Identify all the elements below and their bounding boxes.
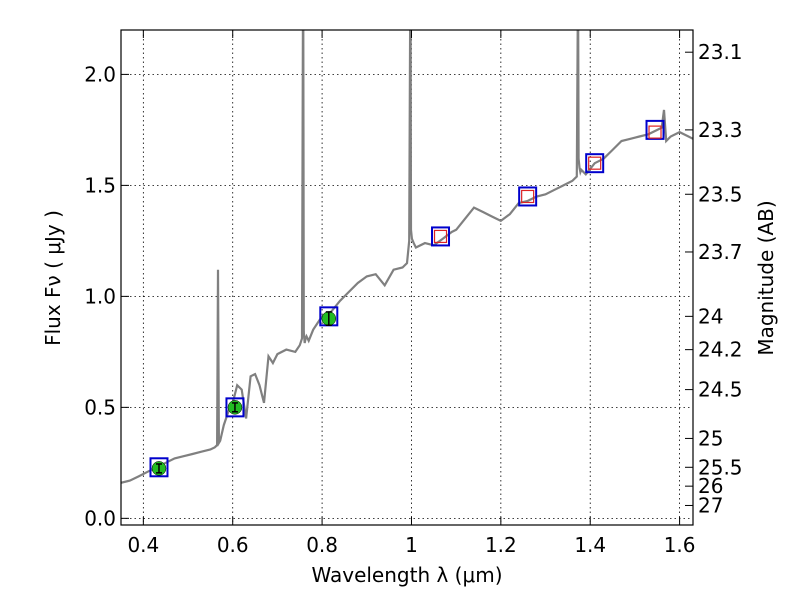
x-tick-label: 1: [405, 533, 418, 557]
spectrum-line: [121, 30, 693, 484]
x-axis-label: Wavelength λ (μm): [311, 563, 502, 587]
y-right-axis-label: Magnitude (AB): [754, 200, 778, 355]
y-tick-label: 0.5: [84, 395, 116, 419]
magnitude-tick-label: 23.3: [698, 118, 743, 142]
y-tick-label: 0.0: [84, 506, 116, 530]
plot-content: [121, 30, 693, 484]
tick-labels: 0.4 0.6 0.8 1 1.2 1.4 1.6 0.0 0.5 1.0 1.5 2.0 23.1 23…: [84, 40, 742, 557]
magnitude-tick-label: 23.5: [698, 182, 743, 206]
plot-frame: [120, 29, 694, 526]
photometry-marks: [149, 119, 665, 478]
y-axis-label: Flux Fν ( μJy ): [41, 210, 65, 346]
y-tick-label: 2.0: [84, 62, 116, 86]
upper-limit-marker: [588, 156, 602, 170]
axis-ticks: [121, 30, 693, 525]
x-tick-label: 1.4: [574, 533, 606, 557]
magnitude-tick-label: 26: [698, 474, 723, 498]
magnitude-tick-label: 23.7: [698, 240, 743, 264]
magnitude-tick-label: 25: [698, 426, 723, 450]
x-tick-label: 1.2: [485, 533, 517, 557]
magnitude-tick-label: 25.5: [698, 455, 743, 479]
band-square-marker: [149, 457, 169, 478]
magnitude-tick-label: 23.1: [698, 40, 743, 64]
x-tick-label: 0.8: [306, 533, 338, 557]
x-tick-label: 0.4: [127, 533, 159, 557]
magnitude-tick-label: 24.5: [698, 378, 743, 402]
band-square-marker: [431, 226, 451, 247]
y-tick-label: 1.0: [84, 284, 116, 308]
magnitude-tick-label: 24: [698, 304, 723, 328]
y-tick-label: 1.5: [84, 173, 116, 197]
band-square-marker: [585, 153, 605, 174]
upper-limit-marker: [521, 189, 535, 204]
upper-limit-marker: [433, 229, 448, 244]
magnitude-tick-label: 27: [698, 493, 723, 517]
x-tick-label: 0.6: [217, 533, 249, 557]
band-square-marker: [225, 397, 245, 418]
band-square-marker: [645, 119, 665, 140]
band-square-marker: [518, 186, 538, 207]
magnitude-tick-label: 24.2: [698, 338, 743, 362]
x-tick-label: 1.6: [664, 533, 696, 557]
upper-limit-marker: [648, 125, 662, 139]
